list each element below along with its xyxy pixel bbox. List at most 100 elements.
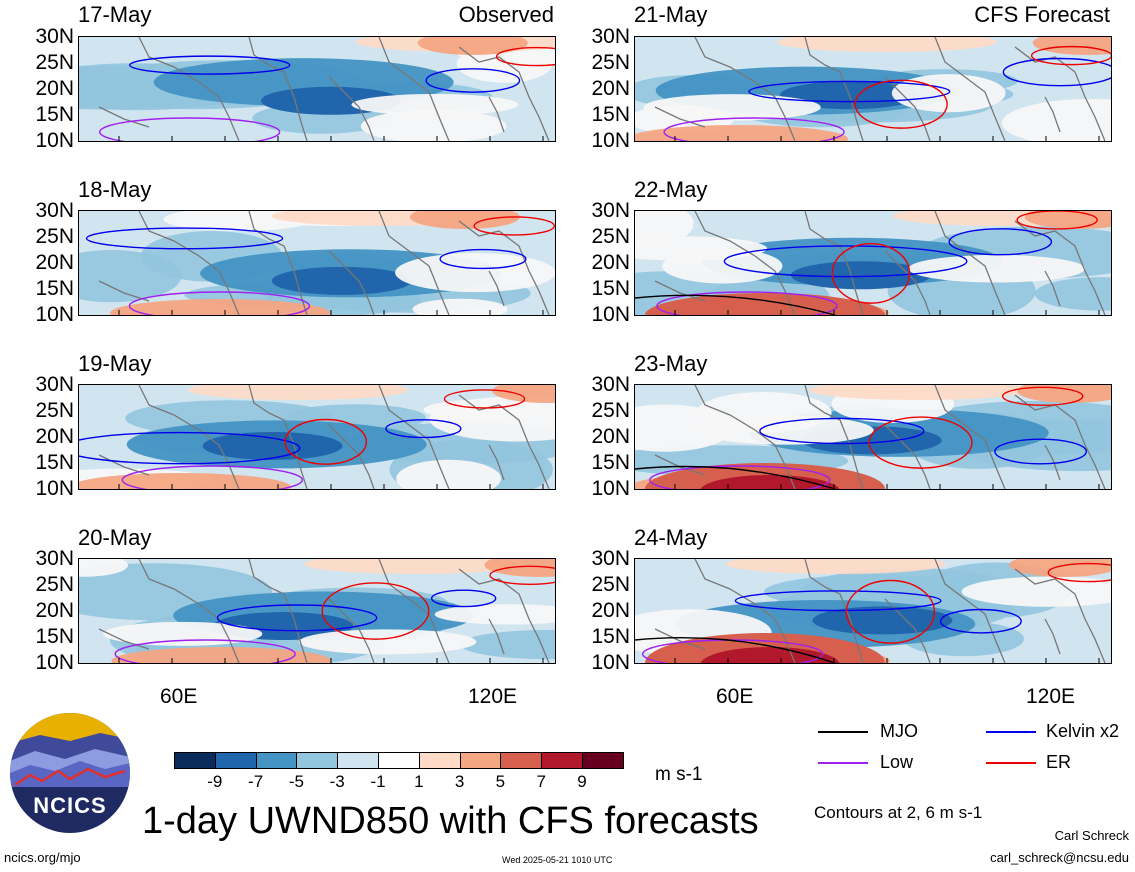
map-panel-24-may: [634, 558, 1112, 664]
low-contour: [98, 117, 281, 141]
timestamp: Wed 2025-05-21 1010 UTC: [502, 855, 613, 865]
map-panel-21-may: [634, 36, 1112, 142]
colorbar-label: 1: [414, 772, 424, 791]
lon-label-120e-left: 120E: [468, 685, 518, 708]
kelvin-contour: [79, 431, 301, 465]
colorbar-swatch: [500, 752, 543, 769]
er-contour: [1030, 45, 1111, 66]
lat-label-20n-24-may: 20N: [591, 599, 630, 622]
colorbar-swatch: [582, 752, 624, 769]
panel-date-21-may: 21-May: [634, 2, 708, 27]
lon-label-120e-right: 120E: [1026, 685, 1076, 708]
panel-tag-21-may: CFS Forecast: [974, 2, 1110, 27]
panel-date-19-may: 19-May: [78, 351, 152, 376]
colorbar-label: 5: [495, 772, 506, 791]
er-contour: [473, 216, 555, 236]
lat-label-15n-19-may: 15N: [35, 451, 74, 474]
legend-line-kelvin: [986, 731, 1036, 733]
author-name: Carl Schreck: [1054, 828, 1129, 843]
figure-title: 1-day UWND850 with CFS forecasts: [142, 800, 759, 842]
contours-note: Contours at 2, 6 m s-1: [814, 803, 983, 822]
low-contour: [121, 465, 303, 489]
panel-date-18-may: 18-May: [78, 177, 152, 202]
site-link[interactable]: ncics.org/mjo: [4, 850, 81, 865]
map-panel-19-may: [78, 384, 556, 490]
er-contour: [845, 579, 936, 644]
kelvin-contour: [425, 68, 521, 93]
lat-label-30n-20-may: 30N: [35, 547, 74, 570]
kelvin-contour: [939, 608, 1022, 634]
legend-label-mjo: MJO: [880, 721, 918, 741]
low-contour: [656, 291, 838, 315]
mjo-contour: [635, 637, 836, 663]
colorbar-swatch: [174, 752, 216, 769]
lat-label-25n-20-may: 25N: [35, 573, 74, 596]
er-contour: [1016, 211, 1098, 230]
colorbar-swatch: [378, 752, 420, 769]
lat-label-10n-18-may: 10N: [35, 303, 74, 326]
map-panel-23-may: [634, 384, 1112, 490]
lat-label-10n-20-may: 10N: [35, 651, 74, 674]
kelvin-contour: [439, 248, 527, 270]
lat-label-25n-17-may: 25N: [35, 51, 74, 74]
legend-label-low: Low: [880, 752, 914, 772]
lat-label-25n-22-may: 25N: [591, 225, 630, 248]
logo-text: NCICS: [33, 793, 107, 818]
mjo-contour: [635, 294, 836, 315]
kelvin-contour: [129, 55, 291, 75]
er-contour: [284, 418, 368, 465]
lat-label-10n-19-may: 10N: [35, 477, 74, 500]
kelvin-contour: [430, 589, 497, 608]
colorbar-label: -5: [288, 772, 304, 791]
er-contour: [868, 416, 973, 469]
map-panel-22-may: [634, 210, 1112, 316]
lat-label-20n-22-may: 20N: [591, 251, 630, 274]
lat-label-25n-23-may: 25N: [591, 399, 630, 422]
lat-label-30n-22-may: 30N: [591, 199, 630, 222]
colorbar-label: -3: [329, 772, 345, 791]
colorbar-swatch: [418, 752, 461, 769]
er-contour: [1047, 562, 1111, 583]
er-contour: [321, 582, 430, 640]
lat-label-25n-18-may: 25N: [35, 225, 74, 248]
map-panel-17-may: [78, 36, 556, 142]
lat-label-10n-17-may: 10N: [35, 129, 74, 152]
kelvin-contour: [385, 419, 462, 439]
colorbar-label: -7: [248, 772, 264, 791]
lon-label-60e-left: 60E: [160, 685, 198, 708]
lat-label-25n-21-may: 25N: [591, 51, 630, 74]
lat-label-30n-18-may: 30N: [35, 199, 74, 222]
map-panel-20-may: [78, 558, 556, 664]
er-contour: [1001, 386, 1084, 406]
colorbar-swatch: [459, 752, 502, 769]
er-contour: [489, 565, 555, 586]
lat-label-25n-19-may: 25N: [35, 399, 74, 422]
low-contour: [114, 639, 296, 663]
colorbar-label: 9: [577, 772, 587, 791]
kelvin-contour: [723, 245, 968, 278]
lat-label-15n-20-may: 15N: [35, 625, 74, 648]
panel-date-24-may: 24-May: [634, 525, 708, 550]
kelvin-contour: [1002, 57, 1111, 87]
lat-label-20n-20-may: 20N: [35, 599, 74, 622]
kelvin-contour: [948, 228, 1053, 256]
lat-label-15n-23-may: 15N: [591, 451, 630, 474]
panel-date-23-may: 23-May: [634, 351, 708, 376]
panel-date-22-may: 22-May: [634, 177, 708, 202]
legend-label-er: ER: [1046, 752, 1072, 772]
author-email: carl_schreck@ncsu.edu: [990, 850, 1129, 865]
colorbar-swatch: [337, 752, 379, 769]
kelvin-contour: [994, 438, 1087, 465]
colorbar-swatch: [255, 752, 298, 769]
lat-label-20n-17-may: 20N: [35, 77, 74, 100]
lat-label-15n-21-may: 15N: [591, 103, 630, 126]
lat-label-15n-18-may: 15N: [35, 277, 74, 300]
lat-label-10n-22-may: 10N: [591, 303, 630, 326]
er-contour: [495, 46, 555, 67]
lat-label-30n-21-may: 30N: [591, 25, 630, 48]
lat-label-10n-24-may: 10N: [591, 651, 630, 674]
lat-label-10n-21-may: 10N: [591, 129, 630, 152]
mjo-contour: [635, 465, 836, 489]
low-contour: [128, 291, 311, 315]
colorbar-label: -1: [370, 772, 386, 791]
